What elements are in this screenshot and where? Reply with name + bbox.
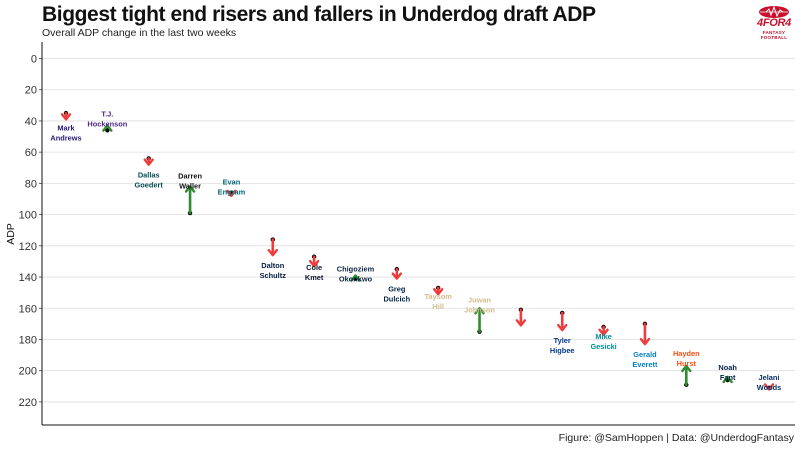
y-tick-label: 100 [19,210,37,222]
y-tick-label: 80 [25,178,37,190]
y-tick-label: 220 [19,397,37,409]
player-label: Fant [720,373,736,382]
player-label: Evan [223,178,241,187]
player-label: Chigoziem [337,264,375,273]
player-label: Greg [388,285,406,294]
player-label: Higbee [550,346,575,355]
change-arrow-head [391,272,403,280]
football-icon [759,5,789,18]
change-arrow-head [763,383,775,391]
logo-tagline: FANTASY FOOTBALL [760,30,788,40]
player-label: Hill [432,302,444,311]
change-arrow-head [474,307,485,315]
player-label: Mike [595,332,611,341]
player-label: Dallas [138,171,160,180]
change-arrow-head [308,259,320,268]
player-label: Dulcich [383,295,410,304]
change-arrow-head [722,375,733,384]
change-arrow-head [557,323,568,332]
page-subtitle: Overall ADP change in the last two weeks [42,27,237,39]
player-label: Gesicki [590,342,616,351]
figure-caption: Figure: @SamHoppen | Data: @UnderdogFant… [558,432,794,444]
player-label: Darren [178,172,202,181]
y-tick-label: 160 [19,303,37,315]
y-tick-label: 0 [31,54,37,66]
y-axis-title: ADP [5,223,17,245]
player-label: Dalton [261,261,284,270]
change-arrow-head [267,248,278,257]
y-tick-label: 180 [19,334,37,346]
change-arrow-head [184,185,196,193]
player-label: Everett [632,360,658,369]
player-label: Jelani [759,373,780,382]
change-arrow-head [350,274,361,282]
start-point [105,128,110,133]
brand-logo: 4FOR4 FANTASY FOOTBALL [752,5,796,40]
player-label: Hayden [673,349,700,358]
change-arrow-head [432,288,444,296]
change-arrow-head [515,319,527,327]
player-label: Schultz [260,271,287,280]
player-label: Gerald [633,350,657,359]
player-label: Andrews [50,133,81,142]
player-label: Woods [757,383,782,392]
change-arrow-head [60,113,72,121]
player-label: Juwan [468,295,491,304]
logo-wordmark: 4FOR4 [757,17,791,29]
player-label: Cole [306,263,322,272]
y-tick-label: 60 [25,147,37,159]
change-arrow-head [143,158,154,166]
player-label: Goedert [135,181,164,190]
y-tick-label: 20 [25,85,37,97]
y-tick-label: 200 [19,366,37,378]
player-label: Noah [718,363,737,372]
change-arrow-head [681,364,692,373]
player-label: Hurst [677,359,697,368]
player-label: Waller [179,182,201,191]
y-tick-label: 40 [25,116,37,128]
y-tick-label: 120 [19,241,37,253]
change-arrow-head [598,328,609,336]
player-label: Hockenson [87,120,127,129]
player-label: Kmet [305,273,324,282]
player-label: Okonkwo [339,274,373,283]
page-title: Biggest tight end risers and fallers in … [42,3,596,26]
player-label: Johnson [464,305,495,314]
player-label: Mark [57,123,75,132]
change-arrow-head [639,337,651,346]
player-label: Engram [218,188,246,197]
y-tick-label: 140 [19,272,37,284]
change-arrow-head [102,124,113,132]
player-label: Taysom [424,292,452,301]
player-label: Tyler [554,336,571,345]
player-label: T.J. [101,110,113,119]
change-arrow-head [226,189,237,198]
